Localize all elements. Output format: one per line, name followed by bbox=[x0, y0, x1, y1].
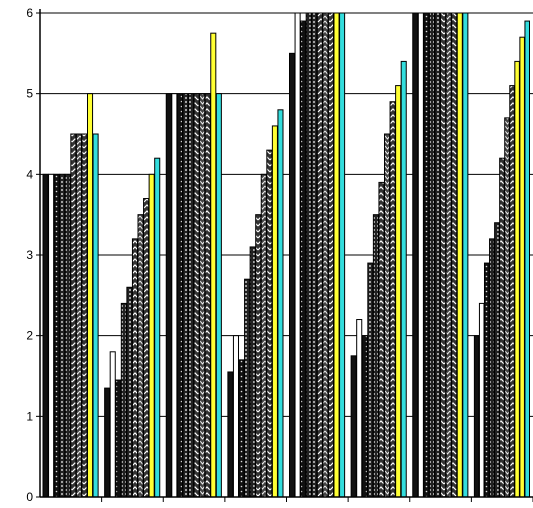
bar bbox=[204, 93, 211, 498]
bar bbox=[316, 12, 323, 498]
bar bbox=[417, 12, 424, 498]
bar bbox=[305, 12, 312, 498]
bar bbox=[489, 238, 495, 498]
bar bbox=[440, 12, 447, 498]
bar bbox=[70, 133, 77, 498]
bar bbox=[260, 173, 267, 498]
bar bbox=[244, 278, 251, 498]
bar bbox=[154, 157, 161, 498]
bar bbox=[339, 12, 346, 498]
bar bbox=[350, 355, 357, 498]
bar bbox=[176, 93, 183, 498]
bar bbox=[311, 12, 318, 498]
bar bbox=[428, 12, 435, 498]
bar bbox=[109, 351, 116, 498]
bar bbox=[499, 157, 505, 498]
bar bbox=[53, 173, 60, 498]
bar bbox=[395, 85, 402, 498]
y-tick-label: 0 bbox=[26, 490, 33, 504]
bar bbox=[277, 109, 284, 498]
bar bbox=[92, 133, 99, 498]
bar bbox=[271, 125, 278, 498]
bar bbox=[462, 12, 469, 498]
bar bbox=[327, 12, 334, 498]
bar bbox=[519, 36, 525, 498]
bar bbox=[210, 32, 217, 498]
bar bbox=[289, 52, 296, 498]
y-tick-label: 6 bbox=[26, 6, 33, 20]
bar bbox=[483, 262, 490, 498]
bar bbox=[171, 93, 178, 498]
bar bbox=[75, 133, 82, 498]
bar bbox=[232, 335, 239, 498]
bar bbox=[59, 173, 66, 498]
bar bbox=[509, 85, 515, 498]
bar bbox=[193, 93, 200, 498]
bar bbox=[389, 101, 396, 498]
y-tick-label: 1 bbox=[26, 409, 33, 423]
bar bbox=[188, 93, 195, 498]
bar bbox=[434, 12, 441, 498]
bar bbox=[199, 93, 206, 498]
bar bbox=[333, 12, 340, 498]
bar bbox=[238, 359, 245, 498]
bar bbox=[148, 173, 155, 498]
y-tick-label: 4 bbox=[26, 167, 33, 181]
bar bbox=[215, 93, 222, 498]
bar bbox=[255, 214, 262, 498]
bar bbox=[322, 12, 329, 498]
bar bbox=[165, 93, 172, 498]
bar bbox=[227, 371, 234, 498]
bar bbox=[294, 12, 301, 498]
bar bbox=[372, 214, 379, 498]
bar bbox=[445, 12, 452, 498]
bar bbox=[361, 335, 368, 498]
bar bbox=[182, 93, 189, 498]
bar bbox=[126, 286, 133, 498]
bar bbox=[87, 93, 94, 498]
bar bbox=[384, 133, 391, 498]
bar bbox=[524, 20, 530, 498]
bar bbox=[367, 262, 374, 498]
bar bbox=[249, 246, 256, 498]
bar bbox=[400, 60, 407, 498]
bar bbox=[137, 214, 144, 498]
bar bbox=[131, 238, 138, 498]
bar bbox=[473, 335, 480, 498]
bar bbox=[143, 198, 150, 498]
bar bbox=[514, 60, 520, 498]
y-tick-label: 2 bbox=[26, 329, 33, 343]
axes: 0 1 2 3 4 5 6 bbox=[26, 6, 533, 504]
bar bbox=[504, 117, 510, 498]
y-tick-label: 3 bbox=[26, 248, 33, 262]
y-tick-label: 5 bbox=[26, 87, 33, 101]
bar bbox=[64, 173, 71, 498]
bars bbox=[42, 12, 530, 498]
bar bbox=[378, 181, 385, 498]
bar bbox=[412, 12, 419, 498]
bar bbox=[42, 173, 49, 498]
bar bbox=[81, 133, 88, 498]
bar bbox=[494, 222, 500, 498]
bar bbox=[120, 302, 127, 498]
bar bbox=[300, 20, 307, 498]
bar bbox=[115, 379, 122, 498]
bar bbox=[423, 12, 430, 498]
bar bbox=[104, 387, 111, 498]
bar bbox=[356, 319, 363, 498]
bar bbox=[456, 12, 463, 498]
bar bbox=[451, 12, 458, 498]
bar bbox=[48, 173, 55, 498]
bar bbox=[266, 149, 273, 498]
bar bbox=[478, 302, 485, 498]
